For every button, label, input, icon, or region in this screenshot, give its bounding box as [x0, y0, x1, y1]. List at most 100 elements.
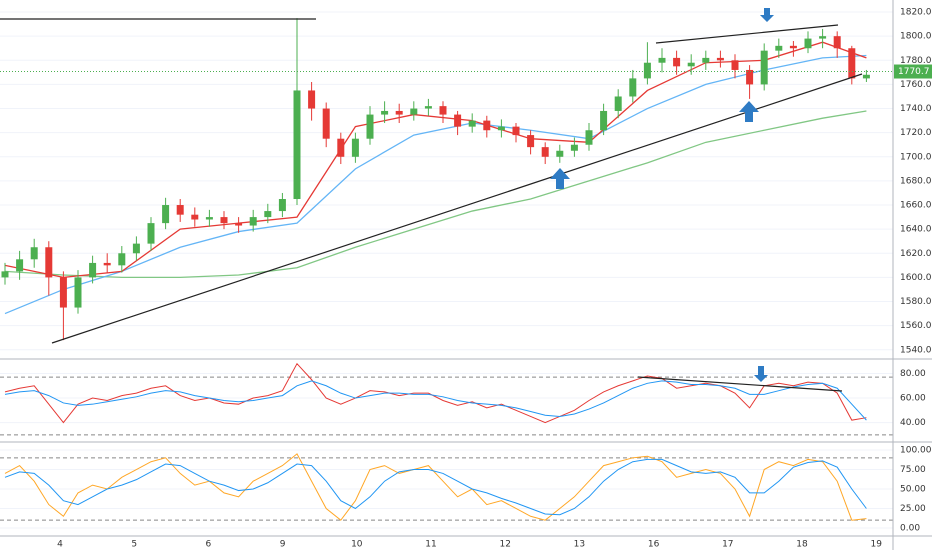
x-tick-label: 10 [351, 540, 363, 550]
candle-body [862, 74, 870, 79]
indicator-line [4, 453, 867, 521]
candle-body [351, 138, 359, 157]
y-tick-label: 1780.0 [900, 56, 932, 66]
candle-body [629, 78, 637, 97]
candle-body [264, 211, 272, 218]
candle-body [293, 90, 301, 200]
candle-body [789, 45, 797, 49]
candle-body [687, 62, 695, 67]
candle-body [89, 262, 97, 278]
x-tick-label: 18 [796, 540, 808, 550]
candle-body [132, 243, 140, 254]
candle-body [74, 277, 82, 308]
plot-layer: 1540.01560.01580.01600.01620.01640.01660… [0, 8, 932, 550]
x-tick-label: 11 [425, 540, 436, 550]
y-tick-label: 1800.0 [900, 32, 932, 42]
candle-body [337, 138, 345, 157]
candle-body [162, 205, 170, 224]
candle-body [760, 50, 768, 85]
candle-body [702, 57, 710, 63]
candle-body [454, 114, 462, 127]
candle-body [556, 150, 564, 157]
y-tick-label: 1580.0 [900, 297, 932, 307]
last-price-label: 1770.7 [898, 67, 930, 77]
candle-body [468, 120, 476, 127]
trend-line [51, 73, 863, 344]
candle-body [541, 147, 549, 157]
last-price-box [894, 64, 932, 79]
up-arrow [739, 101, 759, 122]
candle-body [585, 130, 593, 145]
candle-body [512, 126, 520, 136]
y-tick-label: 1720.0 [900, 128, 932, 138]
candle-body [643, 62, 651, 79]
candle-body [483, 120, 491, 131]
down-arrow [760, 8, 774, 22]
y-tick-label: 1620.0 [900, 249, 932, 259]
y-tick-label: 1600.0 [900, 273, 932, 283]
candle-body [658, 57, 666, 63]
candle-body [570, 144, 578, 151]
candle-body [103, 262, 111, 266]
y-tick-label: 1700.0 [900, 152, 932, 162]
candle-body [249, 217, 257, 226]
x-tick-label: 16 [648, 540, 660, 550]
x-tick-label: 13 [574, 540, 585, 550]
candle-body [833, 36, 841, 49]
moving-average [4, 41, 867, 279]
candle-body [366, 114, 374, 139]
candle-body [410, 108, 418, 115]
y-tick-label: 25.00 [900, 504, 926, 514]
candle-body [439, 106, 447, 115]
candle-body [191, 214, 199, 220]
candle-body [731, 60, 739, 70]
x-tick-label: 12 [499, 540, 510, 550]
y-tick-label: 75.00 [900, 465, 926, 475]
y-tick-label: 1540.0 [900, 345, 932, 355]
candle-body [45, 247, 53, 278]
arrows [550, 8, 774, 382]
y-tick-label: 1760.0 [900, 80, 932, 90]
indicator-line [4, 362, 867, 424]
candle-body [220, 217, 228, 224]
indicator-line [4, 380, 867, 421]
x-tick-label: 9 [280, 540, 286, 550]
moving-average [4, 54, 867, 315]
y-tick-label: 60.00 [900, 394, 926, 404]
down-arrow [754, 366, 768, 382]
candle-body [746, 69, 754, 85]
candle-body [381, 110, 389, 115]
x-tick-label: 5 [131, 540, 137, 550]
candle-body [424, 106, 432, 109]
candle-body [527, 135, 535, 148]
annotations [0, 18, 863, 392]
x-tick-label: 17 [722, 540, 733, 550]
candle-body [819, 36, 827, 39]
moving-average [4, 110, 867, 279]
candle-body [147, 223, 155, 244]
y-tick-label: 1820.0 [900, 8, 932, 18]
candle-body [278, 199, 286, 212]
trend-line [637, 376, 843, 392]
candle-body [775, 45, 783, 51]
y-tick-label: 1680.0 [900, 176, 932, 186]
candle-body [848, 48, 856, 79]
candle-body [235, 223, 243, 226]
candle-body [614, 96, 622, 111]
candle-body [30, 247, 38, 260]
y-tick-label: 0.00 [900, 523, 920, 533]
candle-body [673, 57, 681, 67]
x-tick-label: 19 [870, 540, 882, 550]
y-tick-label: 40.00 [900, 418, 926, 428]
candle-body [804, 38, 812, 49]
y-tick-label: 1740.0 [900, 104, 932, 114]
candle-body [600, 110, 608, 131]
up-arrow [550, 168, 570, 189]
y-tick-label: 1640.0 [900, 225, 932, 235]
candle-body [716, 57, 724, 61]
candle-body [322, 108, 330, 139]
candle-body [118, 253, 126, 266]
candle-body [176, 205, 184, 215]
candle-body [205, 217, 213, 220]
